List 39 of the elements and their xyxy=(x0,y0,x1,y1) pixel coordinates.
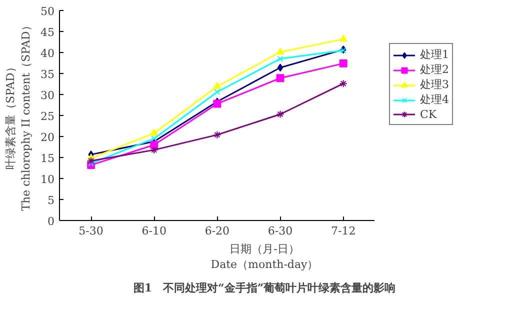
y-tick-label: 15 xyxy=(40,152,55,165)
legend-label: 处理2 xyxy=(420,62,449,77)
y-tick-label: 45 xyxy=(40,26,55,39)
point xyxy=(276,110,284,118)
legend-label: 处理3 xyxy=(420,77,449,92)
y-tick-label: 10 xyxy=(40,173,55,186)
y-tick-label: 5 xyxy=(48,194,54,207)
point xyxy=(214,89,220,95)
legend-label: 处理4 xyxy=(420,92,449,107)
point xyxy=(277,56,284,62)
y-tick-label: 0 xyxy=(48,215,54,228)
point xyxy=(277,64,284,72)
point xyxy=(276,74,284,82)
point xyxy=(339,59,348,68)
y-tick-label: 35 xyxy=(40,68,55,81)
x-tick-label: 5-30 xyxy=(78,224,104,238)
legend-label: 处理1 xyxy=(420,47,449,62)
y-tick-label: 25 xyxy=(40,110,55,123)
x-tick-label: 7-12 xyxy=(330,224,356,238)
y-axis-title: 叶绿素含量（SPAD） The chlorophy II content（SPAD） xyxy=(4,20,33,211)
legend-label: CK xyxy=(420,107,438,121)
point xyxy=(339,34,348,42)
x-tick-label: 6-10 xyxy=(142,224,166,238)
point xyxy=(150,128,158,136)
x-tick-label: 6-30 xyxy=(268,224,293,238)
caption: 图1 不同处理对“金手指”葡萄叶片叶绿素含量的影响 xyxy=(133,282,396,294)
point xyxy=(213,82,222,90)
point xyxy=(213,130,222,139)
y-tick-label: 40 xyxy=(40,47,55,60)
y-tick-label: 20 xyxy=(40,131,55,144)
point xyxy=(87,156,96,165)
x-tick-label: 6-20 xyxy=(204,224,230,238)
y-tick-label: 50 xyxy=(40,5,55,18)
x-axis-title: 日期（月-日） Date（month-day） xyxy=(210,242,318,272)
point xyxy=(276,48,284,55)
y-tick-label: 30 xyxy=(40,89,55,102)
point xyxy=(151,136,158,142)
point xyxy=(150,146,158,154)
point xyxy=(339,80,348,88)
